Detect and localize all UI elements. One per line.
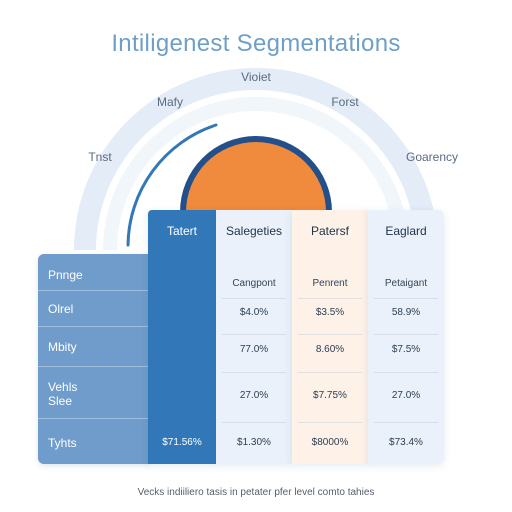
row-label: Tyhts xyxy=(48,436,77,450)
row-divider xyxy=(38,418,150,419)
arc-label: Forst xyxy=(331,95,359,109)
chart-title: Intiligenest Segmentations xyxy=(111,30,401,57)
cell-divider xyxy=(298,372,362,373)
row-divider xyxy=(38,326,150,327)
table-cell: 27.0% xyxy=(391,390,421,401)
table-cell: $8000% xyxy=(311,437,349,448)
cell-divider xyxy=(222,372,286,373)
table-cell: $7.5% xyxy=(391,344,421,355)
column-subheader: Cangpont xyxy=(232,278,276,289)
cell-divider xyxy=(298,298,362,299)
table-cell: 8.60% xyxy=(315,344,345,355)
row-label: Olrel xyxy=(48,302,74,316)
column-subheader: Petaigant xyxy=(384,278,428,289)
row-divider xyxy=(38,290,150,291)
arc-half-disc-orange xyxy=(186,142,326,212)
table-cell: 77.0% xyxy=(239,344,269,355)
row-divider xyxy=(38,366,150,367)
cell-divider xyxy=(374,298,438,299)
row-label: Mbity xyxy=(48,340,77,354)
cell-divider xyxy=(374,422,438,423)
table-column: Tatert $71.56% xyxy=(148,210,216,464)
arc-blue-indicator xyxy=(126,123,218,247)
row-label: Pnnge xyxy=(48,268,83,282)
cell-divider xyxy=(298,422,362,423)
table-cell: $4.0% xyxy=(239,307,269,318)
cell-divider xyxy=(374,334,438,335)
column-header: Eaglard xyxy=(385,224,427,238)
row-label: Vehls Slee xyxy=(48,380,78,408)
arc-label: Mafy xyxy=(156,95,184,109)
table-cell: $3.5% xyxy=(315,307,345,318)
table-cell: $1.30% xyxy=(237,437,271,448)
table-cell: $73.4% xyxy=(389,437,423,448)
footnote: Vecks indiiliero tasis in petater pfer l… xyxy=(137,487,375,498)
table-column: Salegeties Cangpont $4.0% 77.0% 27.0% $1.30% xyxy=(216,210,292,464)
arc-label: Vioiet xyxy=(241,70,271,84)
column-header: Salegeties xyxy=(225,224,283,238)
arc-label: Goarency xyxy=(405,150,459,164)
table-cell: $71.56% xyxy=(162,437,202,448)
cell-divider xyxy=(222,298,286,299)
row-label-panel: Pnnge Olrel Mbity Vehls Slee Tyhts xyxy=(38,254,150,464)
table-cell: 58.9% xyxy=(391,307,421,318)
column-header: Tatert xyxy=(166,224,197,238)
cell-divider xyxy=(222,422,286,423)
arc-band-outer xyxy=(74,68,438,251)
arc-label: Tnst xyxy=(88,150,112,164)
table-column: Patersf Penrent $3.5% 8.60% $7.75% $8000% xyxy=(292,210,368,464)
cell-divider xyxy=(222,334,286,335)
column-header: Patersf xyxy=(310,224,349,238)
cell-divider xyxy=(374,372,438,373)
table-cell: $7.75% xyxy=(313,390,347,401)
table-cell: 27.0% xyxy=(239,390,269,401)
column-subheader: Penrent xyxy=(312,278,348,289)
arc-band-inner xyxy=(103,97,409,251)
table-column: Eaglard Petaigant 58.9% $7.5% 27.0% $73.4% xyxy=(368,210,444,464)
cell-divider xyxy=(298,334,362,335)
